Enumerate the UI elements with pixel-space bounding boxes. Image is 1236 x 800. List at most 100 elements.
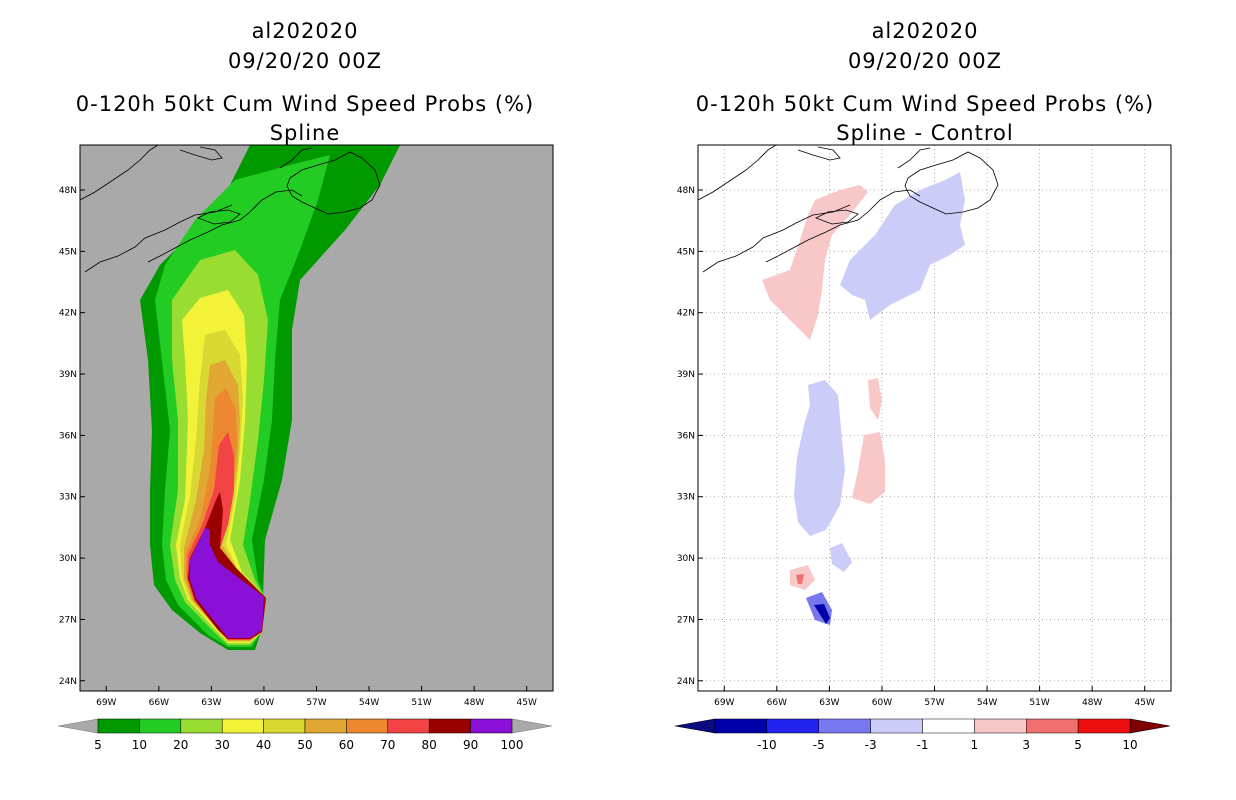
y-tick-label: 36N: [677, 431, 695, 441]
colorbar-label: 60: [339, 738, 354, 752]
x-tick-label: 48W: [1082, 698, 1102, 708]
x-tick-label: 48W: [464, 698, 484, 708]
left-title-method: Spline: [269, 121, 341, 145]
colorbar-swatch: [263, 718, 306, 734]
colorbar-swatch: [470, 718, 513, 734]
y-tick-label: 27N: [677, 615, 695, 625]
colorbar-swatch: [221, 718, 264, 734]
left-title-storm: al202020: [251, 19, 359, 43]
diff-negative-north: [840, 172, 965, 320]
colorbar-swatch: [1026, 718, 1079, 734]
colorbar-label: 20: [173, 738, 188, 752]
colorbar-label: 5: [1074, 738, 1082, 752]
colorbar-low-arrow: [674, 718, 716, 734]
y-tick-label: 33N: [677, 493, 695, 503]
diff-positive-north: [762, 185, 868, 340]
x-tick-label: 60W: [872, 698, 892, 708]
x-tick-label: 57W: [924, 698, 944, 708]
x-tick-label: 69W: [714, 698, 734, 708]
y-tick-label: 36N: [59, 431, 77, 441]
colorbar-swatch: [387, 718, 430, 734]
y-tick-label: 30N: [677, 554, 695, 564]
y-tick-label: 48N: [59, 186, 77, 196]
x-tick-label: 45W: [517, 698, 537, 708]
x-tick-label: 51W: [1029, 698, 1049, 708]
x-tick-label: 66W: [767, 698, 787, 708]
x-tick-label: 63W: [201, 698, 221, 708]
y-tick-label: 39N: [677, 370, 695, 380]
x-tick-label: 63W: [819, 698, 839, 708]
colorbar-swatch: [346, 718, 389, 734]
colorbar-label: -10: [757, 738, 777, 752]
right-title-storm: al202020: [871, 19, 979, 43]
colorbar-swatch: [818, 718, 871, 734]
colorbar-label: 90: [463, 738, 478, 752]
y-tick-label: 24N: [59, 677, 77, 687]
x-tick-label: 51W: [411, 698, 431, 708]
diff-positive-south-core: [796, 574, 804, 584]
colorbar-label: 40: [256, 738, 271, 752]
colorbar-swatch: [1077, 718, 1131, 734]
colorbar-label: 70: [380, 738, 395, 752]
y-tick-label: 45N: [677, 247, 695, 257]
left-coastlines: [80, 145, 381, 273]
left-title-date: 09/20/20 00Z: [227, 49, 383, 73]
diff-negative-core-inner: [814, 604, 830, 624]
y-tick-label: 33N: [59, 493, 77, 503]
diff-positive-east-b: [852, 432, 885, 504]
colorbar-label: 30: [215, 738, 230, 752]
left-probability-contours: [140, 145, 400, 650]
colorbar-swatch: [304, 718, 347, 734]
y-tick-label: 42N: [59, 309, 77, 319]
right-map-panel: 69W 66W 63W 60W 57W 54W 51W 48W 45W 48N 45N 42N 39N 3…: [677, 144, 1172, 708]
x-tick-label: 54W: [359, 698, 379, 708]
contour-90-100: [190, 528, 264, 638]
right-difference-contours: [762, 172, 965, 625]
right-coastlines: [698, 145, 999, 273]
left-map-panel: 69W 66W 63W 60W 57W 54W 51W 48W 45W 48N 45N 42N 39N 3…: [59, 144, 554, 708]
colorbar-label: 10: [1122, 738, 1137, 752]
left-title-product: 0-120h 50kt Cum Wind Speed Probs (%): [75, 92, 535, 116]
diff-negative-south: [830, 543, 852, 572]
colorbar-swatch: [180, 718, 223, 734]
y-tick-label: 30N: [59, 554, 77, 564]
colorbar-label: 80: [422, 738, 437, 752]
y-tick-label: 48N: [677, 186, 695, 196]
y-tick-label: 27N: [59, 615, 77, 625]
colorbar-label: -5: [813, 738, 825, 752]
colorbar-label: 10: [132, 738, 147, 752]
right-colorbar: -10 -5 -3 -1 1 3 5 10: [674, 718, 1171, 752]
colorbar-swatch: [974, 718, 1027, 734]
x-tick-label: 66W: [149, 698, 169, 708]
right-title-date: 09/20/20 00Z: [847, 49, 1003, 73]
right-axis-ticks: 69W 66W 63W 60W 57W 54W 51W 48W 45W 48N 45N 42N 39N 3…: [677, 186, 1155, 708]
colorbar-high-arrow: [1129, 718, 1171, 734]
y-tick-label: 42N: [677, 309, 695, 319]
colorbar-swatch: [97, 718, 140, 734]
colorbar-label: -3: [865, 738, 877, 752]
y-tick-label: 24N: [677, 677, 695, 687]
colorbar-swatch: [714, 718, 768, 734]
colorbar-label: 5: [94, 738, 102, 752]
right-title-product: 0-120h 50kt Cum Wind Speed Probs (%): [695, 92, 1155, 116]
left-colorbar: 5 10 20 30 40 50 60 70 80 90 100: [57, 718, 553, 752]
colorbar-swatch: [870, 718, 923, 734]
x-tick-label: 60W: [254, 698, 274, 708]
y-tick-label: 39N: [59, 370, 77, 380]
right-title-method: Spline - Control: [836, 121, 1014, 145]
colorbar-label: 100: [501, 738, 524, 752]
left-axis-ticks: 69W 66W 63W 60W 57W 54W 51W 48W 45W 48N 45N 42N 39N 3…: [59, 186, 537, 708]
colorbar-label: 1: [971, 738, 979, 752]
colorbar-label: 50: [297, 738, 312, 752]
colorbar-swatch: [922, 718, 975, 734]
colorbar-swatch: [139, 718, 182, 734]
diff-positive-east-a: [868, 378, 882, 420]
x-tick-label: 57W: [306, 698, 326, 708]
colorbar-label: 3: [1022, 738, 1030, 752]
colorbar-label: -1: [917, 738, 929, 752]
x-tick-label: 45W: [1135, 698, 1155, 708]
x-tick-label: 54W: [977, 698, 997, 708]
colorbar-swatch: [428, 718, 471, 734]
x-tick-label: 69W: [96, 698, 116, 708]
